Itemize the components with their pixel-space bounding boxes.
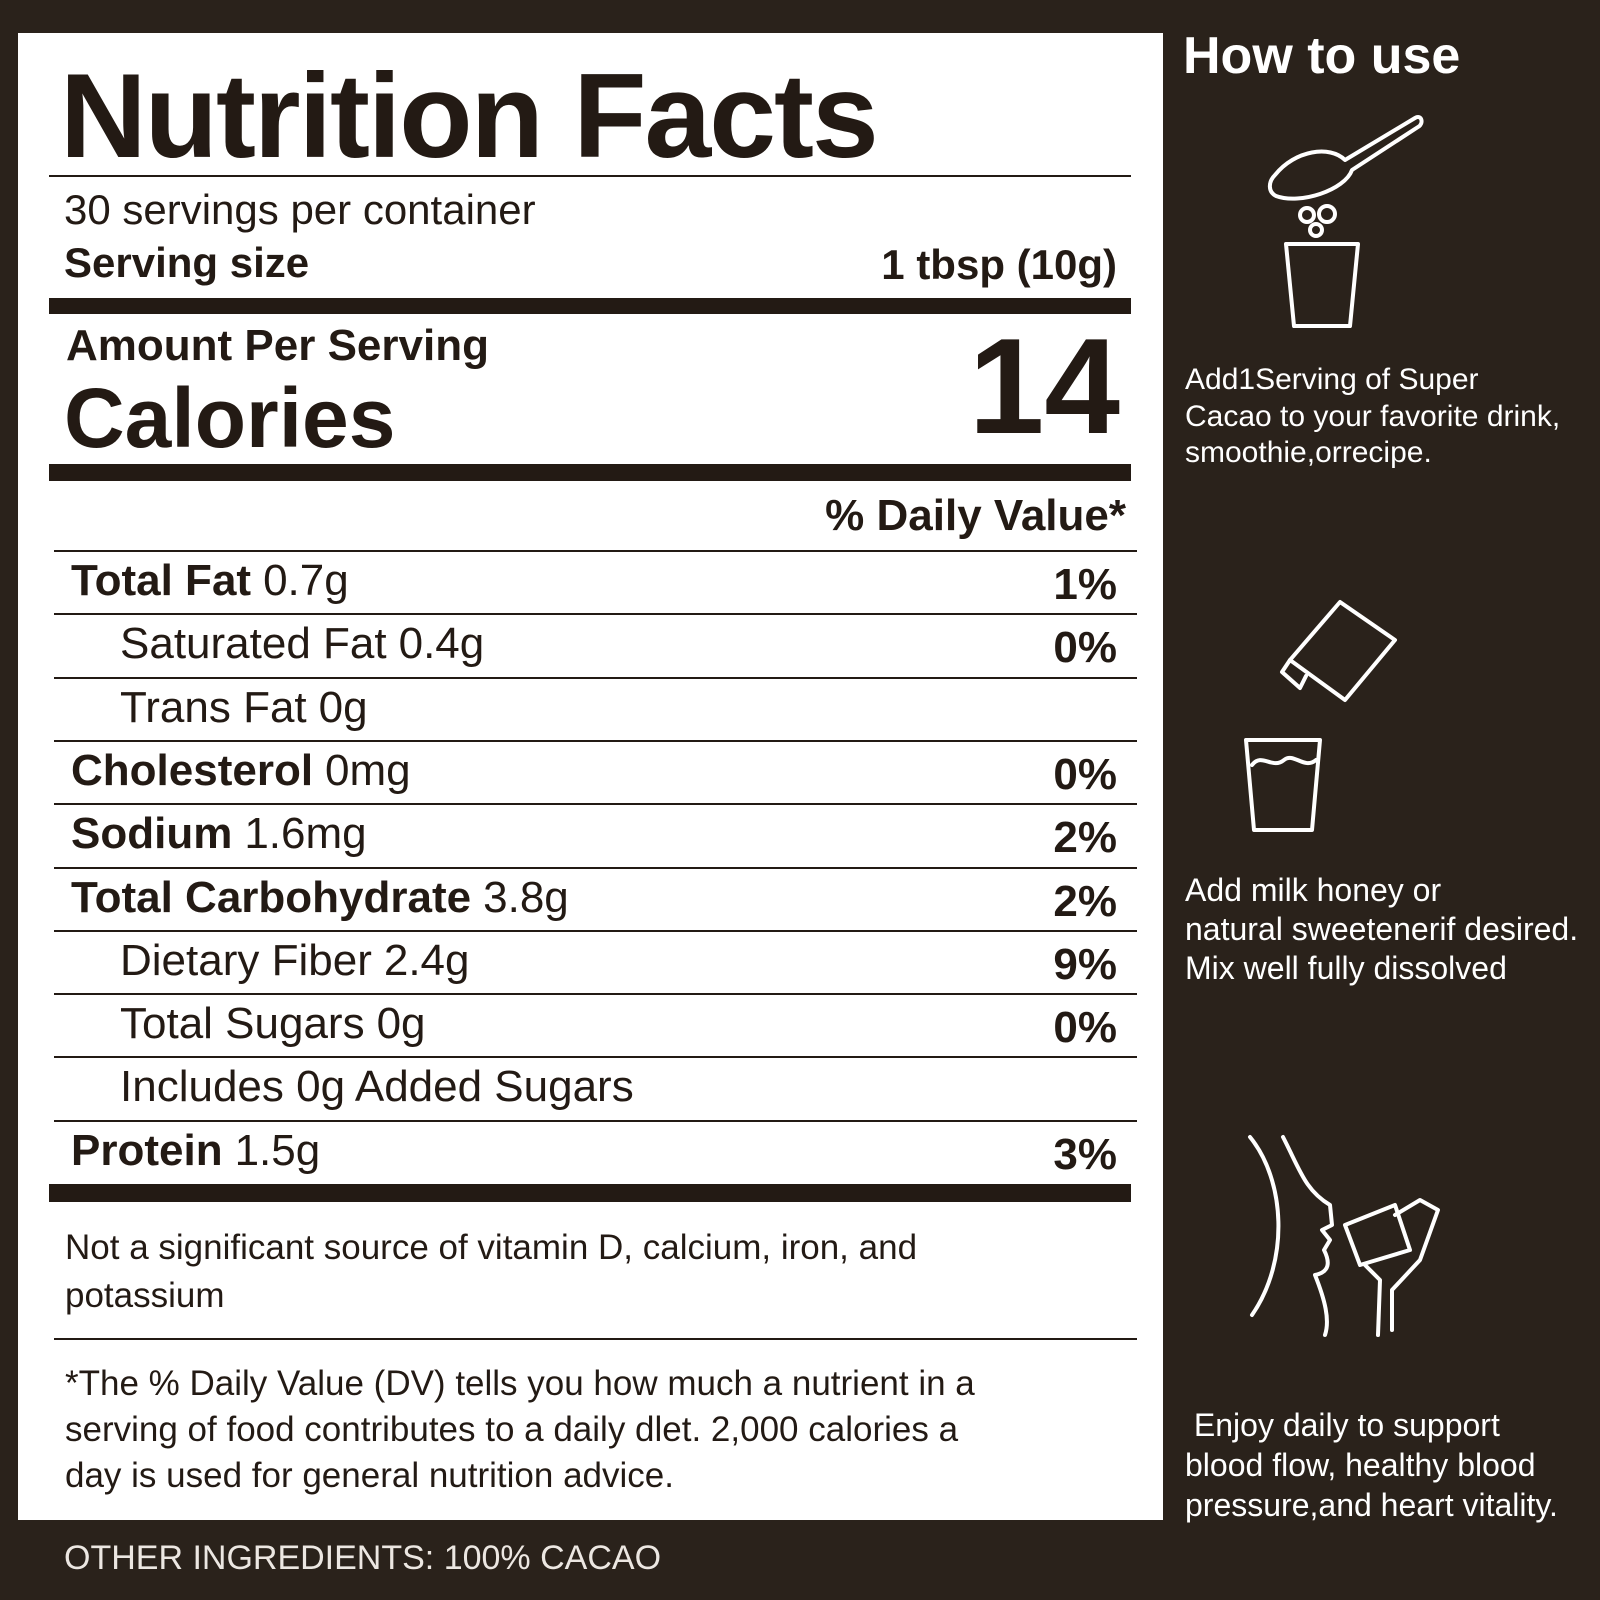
daily-value: 2% [1053, 813, 1117, 863]
nutrient-name: Cholesterol [71, 745, 314, 795]
nutrient-row: Includes 0g Added Sugars [120, 1065, 634, 1109]
calories-value: 14 [968, 310, 1120, 462]
row-rule [54, 993, 1137, 996]
nutrient-name: Includes 0g Added Sugars [120, 1062, 634, 1112]
thick-rule [49, 464, 1131, 481]
daily-value: 0% [1053, 623, 1117, 673]
step-text: Cacao to your favorite drink, [1185, 399, 1561, 433]
nutrient-amount: 0mg [325, 745, 411, 795]
nutrient-row: Total Carbohydrate 3.8g [71, 872, 569, 922]
nutrient-name: Total Carbohydrate [71, 872, 472, 922]
daily-value: 1% [1053, 560, 1117, 609]
label-panel [18, 33, 1163, 1520]
nutrient-amount: 0g [376, 999, 426, 1049]
servings: 30 servings per container [64, 186, 536, 233]
nutrient-row: Cholesterol 0mg [71, 745, 411, 795]
spoon-icon [1267, 115, 1424, 328]
daily-value: 0% [1053, 1003, 1117, 1053]
nutrient-row: Sodium 1.6mg [71, 812, 367, 856]
row-rule [54, 1056, 1137, 1059]
rule [54, 1338, 1137, 1340]
row-rule [54, 613, 1137, 616]
footnote-line: serving of food contributes to a daily d… [65, 1410, 959, 1449]
nutrient-name: Trans Fat [120, 682, 307, 732]
step-text: pressure,and heart vitality. [1185, 1487, 1558, 1523]
nutrient-name: Protein [71, 1125, 223, 1175]
nutrient-row: Saturated Fat 0.4g [120, 622, 484, 666]
row-rule [54, 676, 1137, 679]
nutrient-row: Total Fat 0.7g [71, 559, 349, 603]
nutrient-row: Protein 1.5g [71, 1125, 321, 1175]
daily-value: 3% [1053, 1129, 1117, 1179]
step-text: natural sweetenerif desired. [1185, 911, 1579, 947]
footnote-line: *The % Daily Value (DV) tells you how mu… [65, 1364, 975, 1403]
nutrient-amount: 1.5g [234, 1125, 321, 1175]
calories-label: Calories [64, 371, 396, 465]
step-text: Mix well fully dissolved [1185, 950, 1507, 986]
nutrient-name: Dietary Fiber [120, 935, 372, 985]
nutrient-name: Saturated Fat [120, 619, 387, 669]
daily-value-header: % Daily Value* [825, 491, 1126, 540]
footnote-line: day is used for general nutrition advice… [65, 1456, 674, 1495]
row-rule [54, 803, 1137, 806]
step-text: Enjoy daily to support [1185, 1407, 1500, 1443]
thick-rule [49, 1184, 1131, 1202]
nutrient-amount: 3.8g [483, 872, 569, 922]
milk-icon [1244, 600, 1397, 832]
amount-per-serving: Amount Per Serving [66, 321, 489, 370]
row-rule [54, 550, 1137, 552]
drinking-icon [1248, 1135, 1440, 1337]
nutrient-amount: 2.4g [383, 935, 470, 985]
title: Nutrition Facts [60, 49, 879, 183]
nutrient-name: Total Sugars [120, 999, 365, 1049]
row-rule [54, 739, 1137, 742]
nutrient-amount: 1.6mg [244, 809, 367, 859]
step-text: Add1Serving of Super [1185, 363, 1479, 396]
nutrient-amount: 0.7g [263, 556, 349, 605]
row-rule [54, 929, 1137, 932]
nutrient-row: Dietary Fiber 2.4g [120, 935, 470, 985]
row-rule [54, 866, 1137, 869]
daily-value: 9% [1053, 939, 1117, 989]
step-text: smoothie,orrecipe. [1185, 436, 1432, 469]
nutrient-name: Total Fat [71, 556, 252, 605]
daily-value: 0% [1053, 749, 1117, 799]
serving-size-value: 1 tbsp (10g) [881, 241, 1117, 288]
ingredients: OTHER INGREDIENTS: 100% CACAO [64, 1539, 662, 1577]
serving-size-label: Serving size [64, 239, 310, 286]
thick-rule [49, 298, 1131, 314]
nutrient-row: Trans Fat 0g [120, 682, 368, 732]
nutrient-amount: 0.4g [398, 619, 485, 669]
row-rule [54, 1119, 1137, 1122]
rule [49, 175, 1131, 177]
footnote-line: Not a significant source of vitamin D, c… [65, 1228, 918, 1267]
step-text: blood flow, healthy blood [1185, 1447, 1536, 1483]
how-to-use-title: How to use [1183, 27, 1461, 85]
daily-value: 2% [1053, 876, 1117, 926]
nutrient-amount: 0g [318, 682, 368, 732]
footnote-line: potassium [65, 1276, 225, 1315]
step-text: Add milk honey or [1185, 872, 1442, 908]
nutrient-row: Total Sugars 0g [120, 1002, 426, 1046]
nutrient-name: Sodium [71, 809, 233, 859]
